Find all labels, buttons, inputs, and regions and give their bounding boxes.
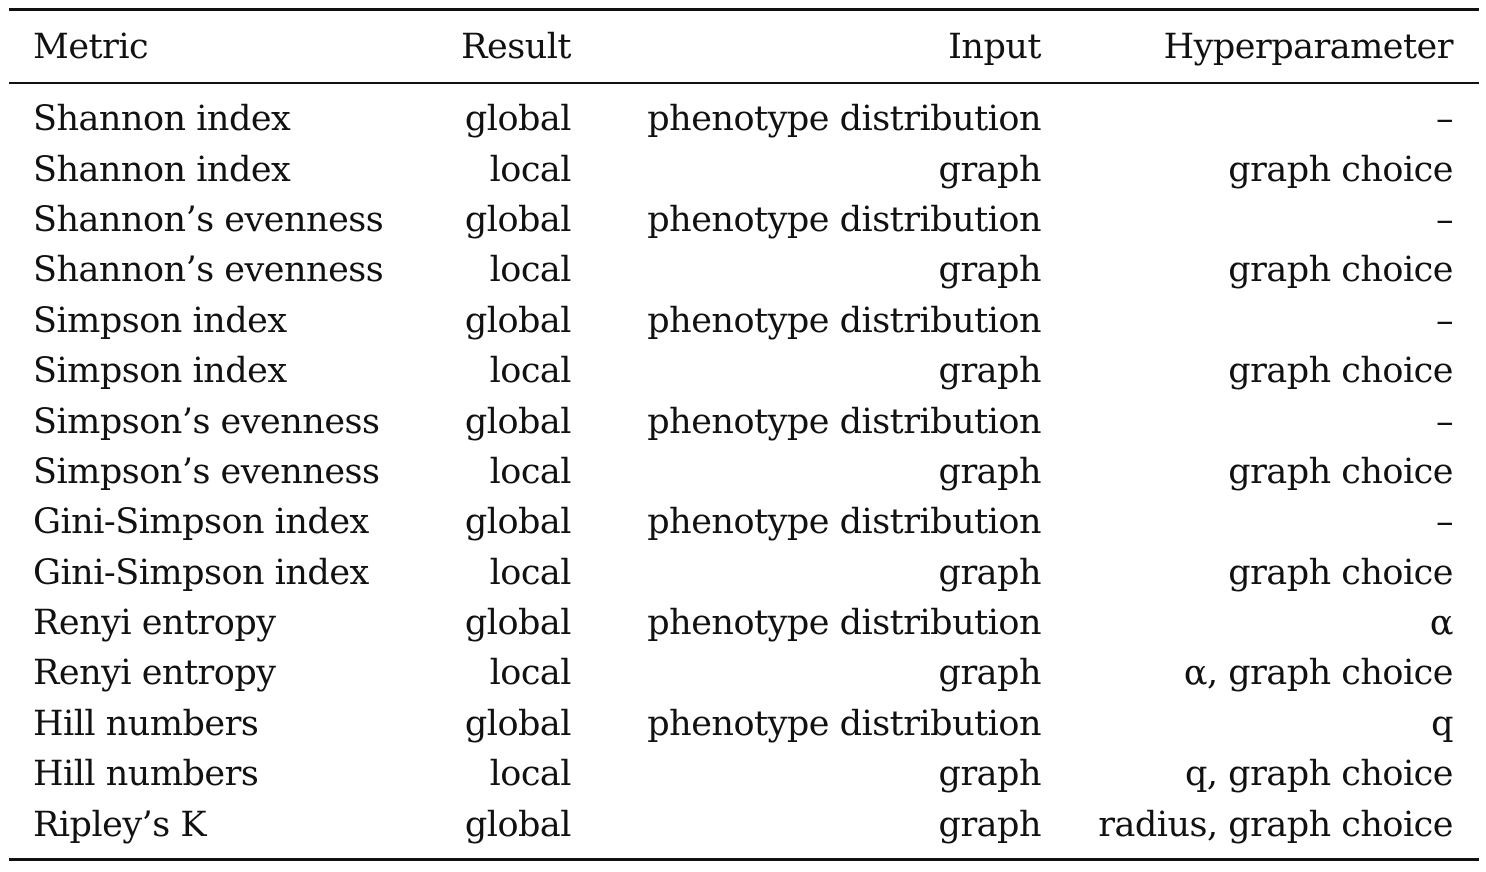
- table-header: Metric Result Input Hyperparameter: [9, 9, 1479, 83]
- cell-metric: Gini-Simpson index: [33, 552, 369, 593]
- cell-hyperparameter: graph choice: [1228, 149, 1453, 190]
- cell-metric: Shannon index: [33, 99, 291, 140]
- cell-input: phenotype distribution: [647, 603, 1041, 644]
- cell-hyperparameter: α, graph choice: [1183, 653, 1454, 694]
- cell-result: global: [464, 804, 572, 845]
- cell-result: global: [464, 99, 572, 140]
- cell-metric: Renyi entropy: [33, 603, 276, 644]
- cell-result: global: [464, 401, 572, 442]
- cell-metric: Simpson’s evenness: [33, 451, 380, 492]
- cell-metric: Hill numbers: [33, 754, 259, 795]
- header-input: Input: [948, 26, 1041, 67]
- cell-hyperparameter: –: [1436, 502, 1454, 543]
- cell-result: local: [489, 754, 572, 795]
- cell-hyperparameter: –: [1436, 300, 1454, 341]
- cell-hyperparameter: –: [1436, 199, 1454, 240]
- table-row: Gini-Simpson index local graph graph choice: [9, 548, 1479, 598]
- cell-metric: Simpson index: [33, 300, 287, 341]
- table-row: Shannon’s evenness local graph graph choice: [9, 245, 1479, 295]
- cell-input: phenotype distribution: [647, 300, 1041, 341]
- table-row: Simpson’s evenness global phenotype distri…: [9, 396, 1479, 446]
- cell-hyperparameter: α: [1429, 603, 1454, 644]
- cell-result: local: [489, 149, 572, 190]
- table-row: Renyi entropy local graph α, graph choice: [9, 648, 1479, 698]
- header-hyperparameter: Hyperparameter: [1163, 26, 1454, 67]
- table-row: Simpson’s evenness local graph graph choice: [9, 447, 1479, 497]
- metrics-table: Metric Result Input Hyperparameter Shann…: [9, 8, 1479, 861]
- cell-hyperparameter: q, graph choice: [1185, 754, 1453, 795]
- cell-hyperparameter: q: [1431, 703, 1453, 744]
- table-row: Shannon index global phenotype distributio…: [9, 83, 1479, 144]
- cell-input: phenotype distribution: [647, 99, 1041, 140]
- cell-result: local: [489, 552, 572, 593]
- cell-metric: Shannon’s evenness: [33, 250, 384, 291]
- cell-hyperparameter: –: [1436, 99, 1454, 140]
- cell-metric: Simpson index: [33, 351, 287, 392]
- cell-input: graph: [938, 552, 1042, 593]
- cell-result: local: [489, 653, 572, 694]
- cell-hyperparameter: –: [1436, 401, 1454, 442]
- header-row: Metric Result Input Hyperparameter: [9, 9, 1479, 83]
- cell-result: local: [489, 451, 572, 492]
- cell-result: global: [464, 300, 572, 341]
- cell-result: global: [464, 502, 572, 543]
- table-row: Shannon’s evenness global phenotype distri…: [9, 195, 1479, 245]
- table-row: Shannon index local graph graph choice: [9, 144, 1479, 194]
- cell-result: local: [489, 351, 572, 392]
- table-row: Simpson index local graph graph choice: [9, 346, 1479, 396]
- cell-result: global: [464, 603, 572, 644]
- cell-result: global: [464, 703, 572, 744]
- cell-result: global: [464, 199, 572, 240]
- cell-hyperparameter: graph choice: [1228, 250, 1453, 291]
- cell-input: phenotype distribution: [647, 199, 1041, 240]
- cell-input: graph: [938, 250, 1042, 291]
- cell-input: graph: [938, 804, 1042, 845]
- cell-metric: Renyi entropy: [33, 653, 276, 694]
- cell-input: graph: [938, 149, 1042, 190]
- cell-input: phenotype distribution: [647, 703, 1041, 744]
- header-result: Result: [461, 26, 571, 67]
- cell-input: graph: [938, 754, 1042, 795]
- table-row: Hill numbers local graph q, graph choice: [9, 749, 1479, 799]
- cell-hyperparameter: graph choice: [1228, 552, 1453, 593]
- table-row: Simpson index global phenotype distributio…: [9, 296, 1479, 346]
- table-row: Ripley’s K global graph radius, graph choic…: [9, 799, 1479, 860]
- cell-metric: Shannon’s evenness: [33, 199, 384, 240]
- cell-input: graph: [938, 653, 1042, 694]
- table-body: Shannon index global phenotype distributio…: [9, 83, 1479, 860]
- cell-metric: Ripley’s K: [33, 804, 207, 845]
- metrics-table-container: Metric Result Input Hyperparameter Shann…: [9, 8, 1479, 861]
- table-row: Gini-Simpson index global phenotype distri…: [9, 497, 1479, 547]
- cell-metric: Gini-Simpson index: [33, 502, 369, 543]
- cell-result: local: [489, 250, 572, 291]
- cell-hyperparameter: radius, graph choice: [1098, 804, 1453, 845]
- header-metric: Metric: [33, 26, 149, 67]
- cell-input: graph: [938, 451, 1042, 492]
- table-row: Renyi entropy global phenotype distributio…: [9, 598, 1479, 648]
- cell-hyperparameter: graph choice: [1228, 451, 1453, 492]
- cell-input: graph: [938, 351, 1042, 392]
- cell-metric: Hill numbers: [33, 703, 259, 744]
- cell-input: phenotype distribution: [647, 401, 1041, 442]
- cell-metric: Shannon index: [33, 149, 291, 190]
- table-row: Hill numbers global phenotype distribution…: [9, 699, 1479, 749]
- cell-hyperparameter: graph choice: [1228, 351, 1453, 392]
- cell-input: phenotype distribution: [647, 502, 1041, 543]
- cell-metric: Simpson’s evenness: [33, 401, 380, 442]
